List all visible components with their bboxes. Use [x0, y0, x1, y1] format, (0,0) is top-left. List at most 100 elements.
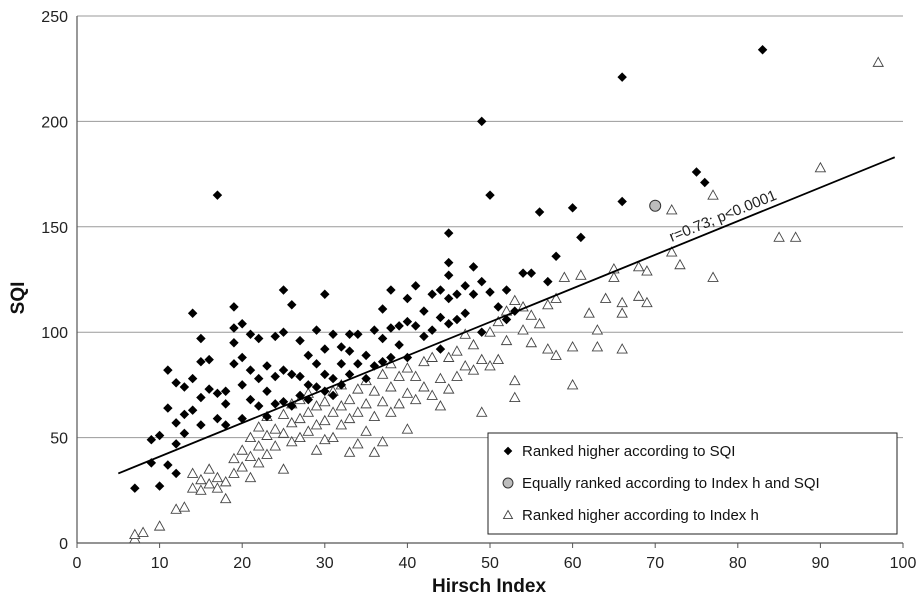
legend-marker-diamond — [503, 446, 513, 456]
regression-line — [117, 156, 896, 475]
data-point-diamond — [435, 344, 446, 354]
data-point-triangle — [500, 334, 513, 346]
data-point-diamond — [336, 359, 347, 369]
data-point-diamond — [518, 268, 528, 278]
data-point-diamond — [344, 329, 355, 340]
data-point-triangle — [599, 292, 612, 303]
data-point-triangle — [137, 526, 149, 537]
y-tick-label: 200 — [41, 114, 68, 131]
data-point-triangle — [153, 520, 166, 531]
data-point-diamond — [551, 251, 561, 262]
x-tick-label: 90 — [812, 555, 830, 572]
data-point-diamond — [353, 359, 363, 369]
data-point-diamond — [460, 281, 470, 291]
data-point-triangle — [335, 400, 348, 411]
data-point-triangle — [575, 269, 587, 280]
legend-marker-circle — [502, 477, 514, 489]
data-point-diamond — [394, 340, 404, 350]
y-tick-label: 0 — [59, 536, 68, 553]
data-point-triangle — [277, 427, 290, 438]
legend-box — [487, 432, 898, 535]
legend-label: Ranked higher according to Index h — [522, 507, 759, 524]
data-point-diamond — [245, 394, 256, 405]
data-point-diamond — [353, 329, 363, 340]
data-point-diamond — [410, 321, 421, 331]
data-point-triangle — [517, 324, 529, 335]
data-point-diamond — [278, 365, 289, 375]
x-axis-title: Hirsch Index — [432, 576, 546, 597]
data-point-diamond — [154, 481, 165, 491]
data-point-triangle — [170, 503, 182, 514]
data-point-diamond — [278, 285, 289, 295]
data-point-triangle — [178, 501, 191, 512]
data-point-triangle — [203, 463, 215, 474]
data-point-triangle — [459, 360, 471, 371]
data-point-triangle — [509, 374, 521, 386]
data-point-triangle — [327, 406, 339, 417]
data-point-diamond — [427, 325, 437, 335]
data-point-diamond — [311, 359, 322, 369]
data-point-triangle — [244, 471, 257, 483]
data-point-triangle — [591, 341, 604, 352]
data-point-triangle — [319, 395, 331, 407]
data-point-triangle — [302, 425, 315, 436]
data-point-diamond — [187, 308, 198, 318]
data-point-diamond — [328, 390, 338, 401]
data-point-triangle — [310, 400, 323, 411]
data-point-diamond — [419, 331, 429, 342]
data-point-triangle — [401, 423, 414, 434]
data-point-triangle — [442, 351, 455, 362]
data-point-triangle — [219, 492, 232, 504]
data-point-diamond — [328, 373, 338, 384]
data-point-triangle — [228, 467, 240, 478]
data-point-diamond — [278, 327, 289, 337]
data-point-triangle — [310, 419, 323, 430]
data-point-triangle — [525, 309, 538, 320]
data-point-diamond — [501, 314, 512, 325]
data-point-diamond — [303, 380, 314, 390]
regression-line-group: r=0.73; p<0.0001 — [117, 156, 896, 475]
data-point-triangle — [525, 336, 538, 348]
data-point-triangle — [360, 397, 372, 409]
data-point-diamond — [443, 270, 454, 281]
data-point-diamond — [187, 373, 198, 384]
data-point-diamond — [468, 289, 479, 299]
data-point-triangle — [368, 410, 381, 421]
data-point-diamond — [303, 350, 314, 361]
data-point-triangle — [401, 362, 414, 373]
data-point-triangle — [451, 370, 463, 381]
data-point-diamond — [344, 346, 355, 356]
data-point-triangle — [475, 406, 488, 417]
data-point-diamond — [237, 319, 247, 329]
data-point-triangle — [533, 317, 546, 329]
data-point-diamond — [229, 338, 239, 348]
legend-label: Ranked higher according to SQI — [522, 443, 735, 460]
data-point-diamond — [212, 388, 223, 399]
legend: Ranked higher according to SQI Equally ra… — [487, 432, 898, 535]
data-point-diamond — [253, 333, 264, 344]
data-point-circle — [649, 199, 662, 212]
data-point-triangle — [261, 448, 273, 459]
data-point-triangle — [773, 231, 785, 242]
data-point-triangle — [385, 406, 397, 417]
data-point-triangle — [129, 528, 141, 540]
data-point-diamond — [377, 304, 388, 314]
y-tick-label: 100 — [41, 325, 68, 342]
y-tick-label: 250 — [41, 9, 68, 26]
data-point-diamond — [237, 352, 247, 363]
data-point-triangle — [269, 423, 282, 434]
data-point-diamond — [171, 418, 181, 428]
data-point-triangle — [467, 338, 480, 350]
data-point-diamond — [187, 405, 198, 415]
data-point-diamond — [196, 356, 206, 367]
data-point-triangle — [492, 353, 505, 365]
data-point-triangle — [285, 435, 298, 447]
data-point-triangle — [550, 292, 562, 303]
data-point-triangle — [542, 298, 554, 310]
data-point-triangle — [707, 271, 719, 282]
data-point-triangle — [641, 265, 653, 276]
data-point-diamond — [410, 281, 421, 291]
x-tick-label: 20 — [233, 555, 251, 572]
data-point-diamond — [146, 434, 157, 445]
data-point-diamond — [443, 319, 454, 329]
